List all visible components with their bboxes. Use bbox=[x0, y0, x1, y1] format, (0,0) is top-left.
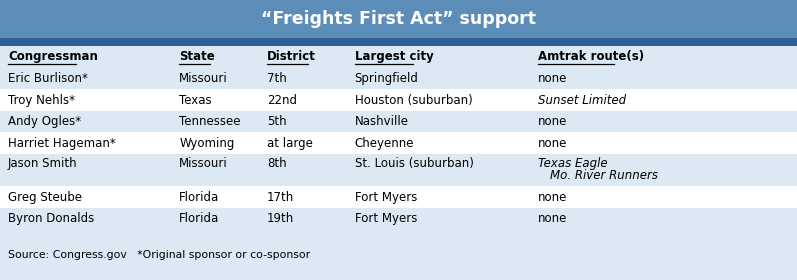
Text: Amtrak route(s): Amtrak route(s) bbox=[538, 50, 644, 64]
Text: Largest city: Largest city bbox=[355, 50, 434, 64]
Text: Harriet Hageman*: Harriet Hageman* bbox=[8, 137, 116, 150]
Text: at large: at large bbox=[267, 137, 313, 150]
Text: Cheyenne: Cheyenne bbox=[355, 137, 414, 150]
Text: Missouri: Missouri bbox=[179, 157, 228, 170]
Text: Mo. River Runners: Mo. River Runners bbox=[550, 169, 658, 183]
Text: Byron Donalds: Byron Donalds bbox=[8, 212, 94, 225]
Text: none: none bbox=[538, 212, 567, 225]
Text: none: none bbox=[538, 191, 567, 204]
Text: Texas: Texas bbox=[179, 94, 212, 107]
Text: Eric Burlison*: Eric Burlison* bbox=[8, 72, 88, 85]
Text: Florida: Florida bbox=[179, 191, 220, 204]
FancyBboxPatch shape bbox=[0, 154, 797, 186]
Text: District: District bbox=[267, 50, 316, 64]
Text: Sunset Limited: Sunset Limited bbox=[538, 94, 626, 107]
Text: 22nd: 22nd bbox=[267, 94, 297, 107]
Text: Troy Nehls*: Troy Nehls* bbox=[8, 94, 75, 107]
Text: 17th: 17th bbox=[267, 191, 294, 204]
Text: St. Louis (suburban): St. Louis (suburban) bbox=[355, 157, 473, 170]
Text: none: none bbox=[538, 72, 567, 85]
Text: Houston (suburban): Houston (suburban) bbox=[355, 94, 473, 107]
Text: Fort Myers: Fort Myers bbox=[355, 191, 417, 204]
Text: 8th: 8th bbox=[267, 157, 287, 170]
Text: Andy Ogles*: Andy Ogles* bbox=[8, 115, 81, 128]
FancyBboxPatch shape bbox=[0, 46, 797, 68]
FancyBboxPatch shape bbox=[0, 111, 797, 132]
Text: none: none bbox=[538, 137, 567, 150]
Text: Texas Eagle: Texas Eagle bbox=[538, 157, 607, 170]
Text: 19th: 19th bbox=[267, 212, 294, 225]
FancyBboxPatch shape bbox=[0, 132, 797, 154]
Text: Jason Smith: Jason Smith bbox=[8, 157, 77, 170]
FancyBboxPatch shape bbox=[0, 68, 797, 89]
Text: Florida: Florida bbox=[179, 212, 220, 225]
Text: Congressman: Congressman bbox=[8, 50, 98, 64]
Text: Tennessee: Tennessee bbox=[179, 115, 241, 128]
Text: Missouri: Missouri bbox=[179, 72, 228, 85]
FancyBboxPatch shape bbox=[0, 89, 797, 111]
Text: Greg Steube: Greg Steube bbox=[8, 191, 82, 204]
Text: Springfield: Springfield bbox=[355, 72, 418, 85]
FancyBboxPatch shape bbox=[0, 0, 797, 38]
FancyBboxPatch shape bbox=[0, 38, 797, 46]
FancyBboxPatch shape bbox=[0, 186, 797, 208]
Text: State: State bbox=[179, 50, 215, 64]
Text: 5th: 5th bbox=[267, 115, 287, 128]
FancyBboxPatch shape bbox=[0, 229, 797, 280]
Text: Source: Congress.gov   *Original sponsor or co-sponsor: Source: Congress.gov *Original sponsor o… bbox=[8, 250, 310, 260]
Text: 7th: 7th bbox=[267, 72, 287, 85]
Text: Fort Myers: Fort Myers bbox=[355, 212, 417, 225]
Text: Wyoming: Wyoming bbox=[179, 137, 234, 150]
FancyBboxPatch shape bbox=[0, 208, 797, 229]
Text: “Freights First Act” support: “Freights First Act” support bbox=[261, 10, 536, 28]
Text: Nashville: Nashville bbox=[355, 115, 409, 128]
Text: none: none bbox=[538, 115, 567, 128]
